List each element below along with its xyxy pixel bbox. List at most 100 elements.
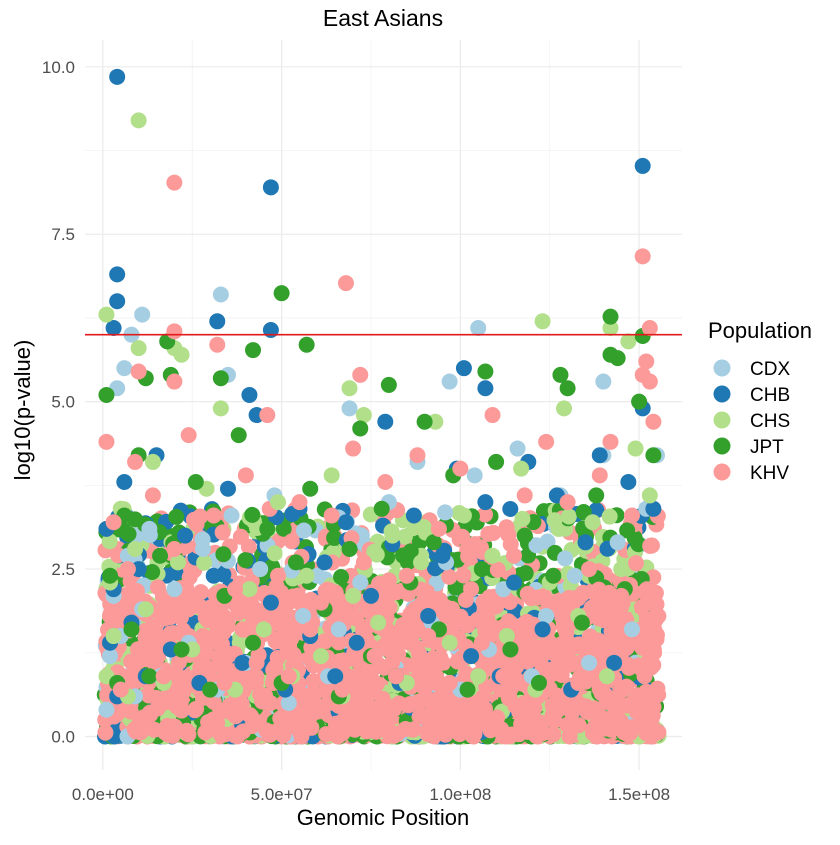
point-jpt <box>341 540 358 557</box>
point-khv <box>166 174 183 191</box>
background-point <box>502 500 519 517</box>
background-point <box>346 681 363 698</box>
background-point <box>402 606 419 623</box>
point-cdx <box>252 561 269 578</box>
point-chs <box>130 112 147 129</box>
point-khv <box>337 275 354 292</box>
point-khv <box>409 447 426 464</box>
background-point <box>536 588 553 605</box>
background-point <box>218 646 235 663</box>
background-point <box>493 721 510 738</box>
legend-items: CDX CHB CHS JPT KHV <box>713 359 790 484</box>
background-point <box>441 608 458 625</box>
point-khv <box>237 467 254 484</box>
background-point <box>380 641 397 658</box>
point-chs <box>498 628 515 645</box>
point-khv <box>345 440 362 457</box>
point-khv <box>645 413 662 430</box>
background-point <box>629 687 646 704</box>
point-jpt <box>531 674 548 691</box>
background-point <box>290 587 307 604</box>
background-point <box>489 561 506 578</box>
point-chs <box>212 400 229 417</box>
background-point <box>101 533 118 550</box>
point-jpt <box>645 447 662 464</box>
point-chs <box>534 313 551 330</box>
background-point <box>214 524 231 541</box>
point-jpt <box>477 363 494 380</box>
point-chb <box>634 157 651 174</box>
background-point <box>266 545 283 562</box>
point-jpt <box>380 376 397 393</box>
background-point <box>317 633 334 650</box>
background-point <box>454 528 471 545</box>
legend-label-chs: CHS <box>750 411 790 432</box>
background-point <box>327 715 344 732</box>
point-chs <box>127 540 144 557</box>
point-chb <box>316 554 333 571</box>
point-cdx <box>280 695 297 712</box>
background-point <box>417 688 434 705</box>
point-khv <box>473 634 490 651</box>
point-chb <box>534 621 551 638</box>
background-point <box>244 506 261 523</box>
background-point <box>431 720 448 737</box>
point-chs <box>484 547 501 564</box>
point-jpt <box>187 474 204 491</box>
point-khv <box>105 514 122 531</box>
x-tick-label: 0.0e+00 <box>72 785 134 804</box>
background-point <box>127 723 144 740</box>
point-cdx <box>116 360 133 377</box>
point-khv <box>398 567 415 584</box>
background-point <box>650 686 667 703</box>
background-point <box>630 657 647 674</box>
point-khv <box>366 648 383 665</box>
point-chb <box>109 293 126 310</box>
legend-label-khv: KHV <box>750 463 789 484</box>
point-cdx <box>538 607 555 624</box>
background-point <box>122 653 139 670</box>
point-chs <box>270 494 287 511</box>
background-point <box>327 584 344 601</box>
background-point <box>472 539 489 556</box>
point-khv <box>570 674 587 691</box>
point-khv <box>388 668 405 685</box>
background-point <box>402 543 419 560</box>
point-khv <box>602 433 619 450</box>
background-point <box>543 637 560 654</box>
background-point <box>559 716 576 733</box>
background-point <box>283 533 300 550</box>
point-jpt <box>473 561 490 578</box>
point-cdx <box>623 621 640 638</box>
background-point <box>622 725 639 742</box>
background-point <box>376 659 393 676</box>
background-point <box>523 590 540 607</box>
point-khv <box>377 474 394 491</box>
background-point <box>186 702 203 719</box>
background-point <box>425 534 442 551</box>
background-point <box>330 634 347 651</box>
background-point <box>445 702 462 719</box>
background-point <box>254 693 271 710</box>
point-jpt <box>173 641 190 658</box>
background-point <box>570 717 587 734</box>
point-khv <box>641 319 658 336</box>
background-point <box>604 629 621 646</box>
point-chs <box>384 527 401 544</box>
background-point <box>172 609 189 626</box>
point-jpt <box>230 427 247 444</box>
point-chb <box>234 654 251 671</box>
background-point <box>368 546 385 563</box>
point-khv <box>98 433 115 450</box>
point-chs <box>255 621 272 638</box>
y-tick-label: 0.0 <box>51 728 75 747</box>
background-point <box>557 550 574 567</box>
background-point <box>305 683 322 700</box>
background-point <box>167 594 184 611</box>
background-point <box>584 700 601 717</box>
background-point <box>560 508 577 525</box>
point-chb <box>420 607 437 624</box>
background-point <box>180 726 197 743</box>
background-point <box>612 713 629 730</box>
background-point <box>417 708 434 725</box>
